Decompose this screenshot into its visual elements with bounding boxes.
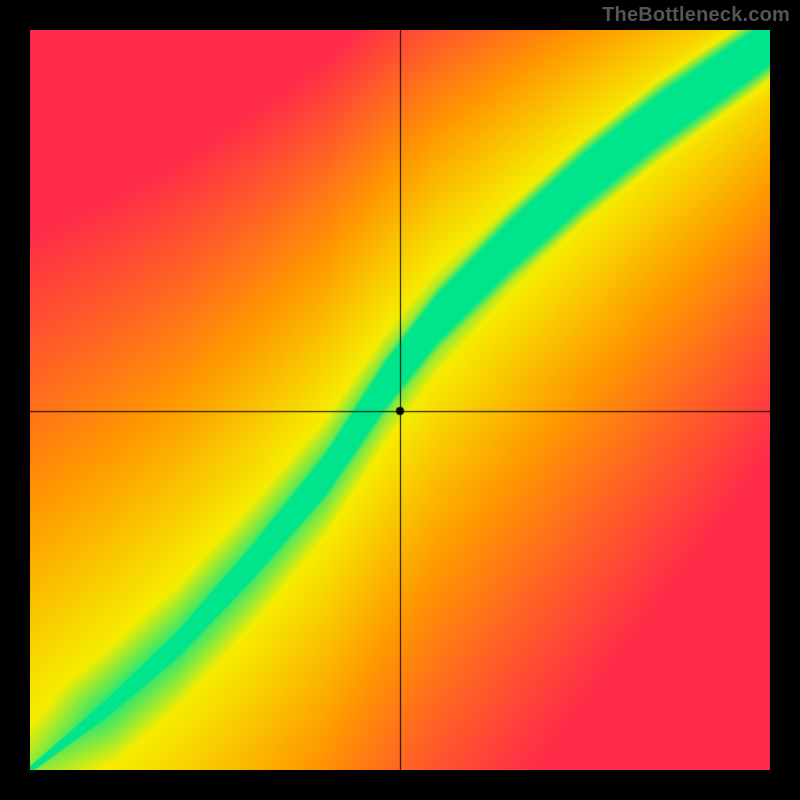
heatmap-plot <box>30 30 770 770</box>
chart-container: TheBottleneck.com <box>0 0 800 800</box>
watermark-text: TheBottleneck.com <box>602 4 790 27</box>
heatmap-canvas <box>30 30 770 770</box>
